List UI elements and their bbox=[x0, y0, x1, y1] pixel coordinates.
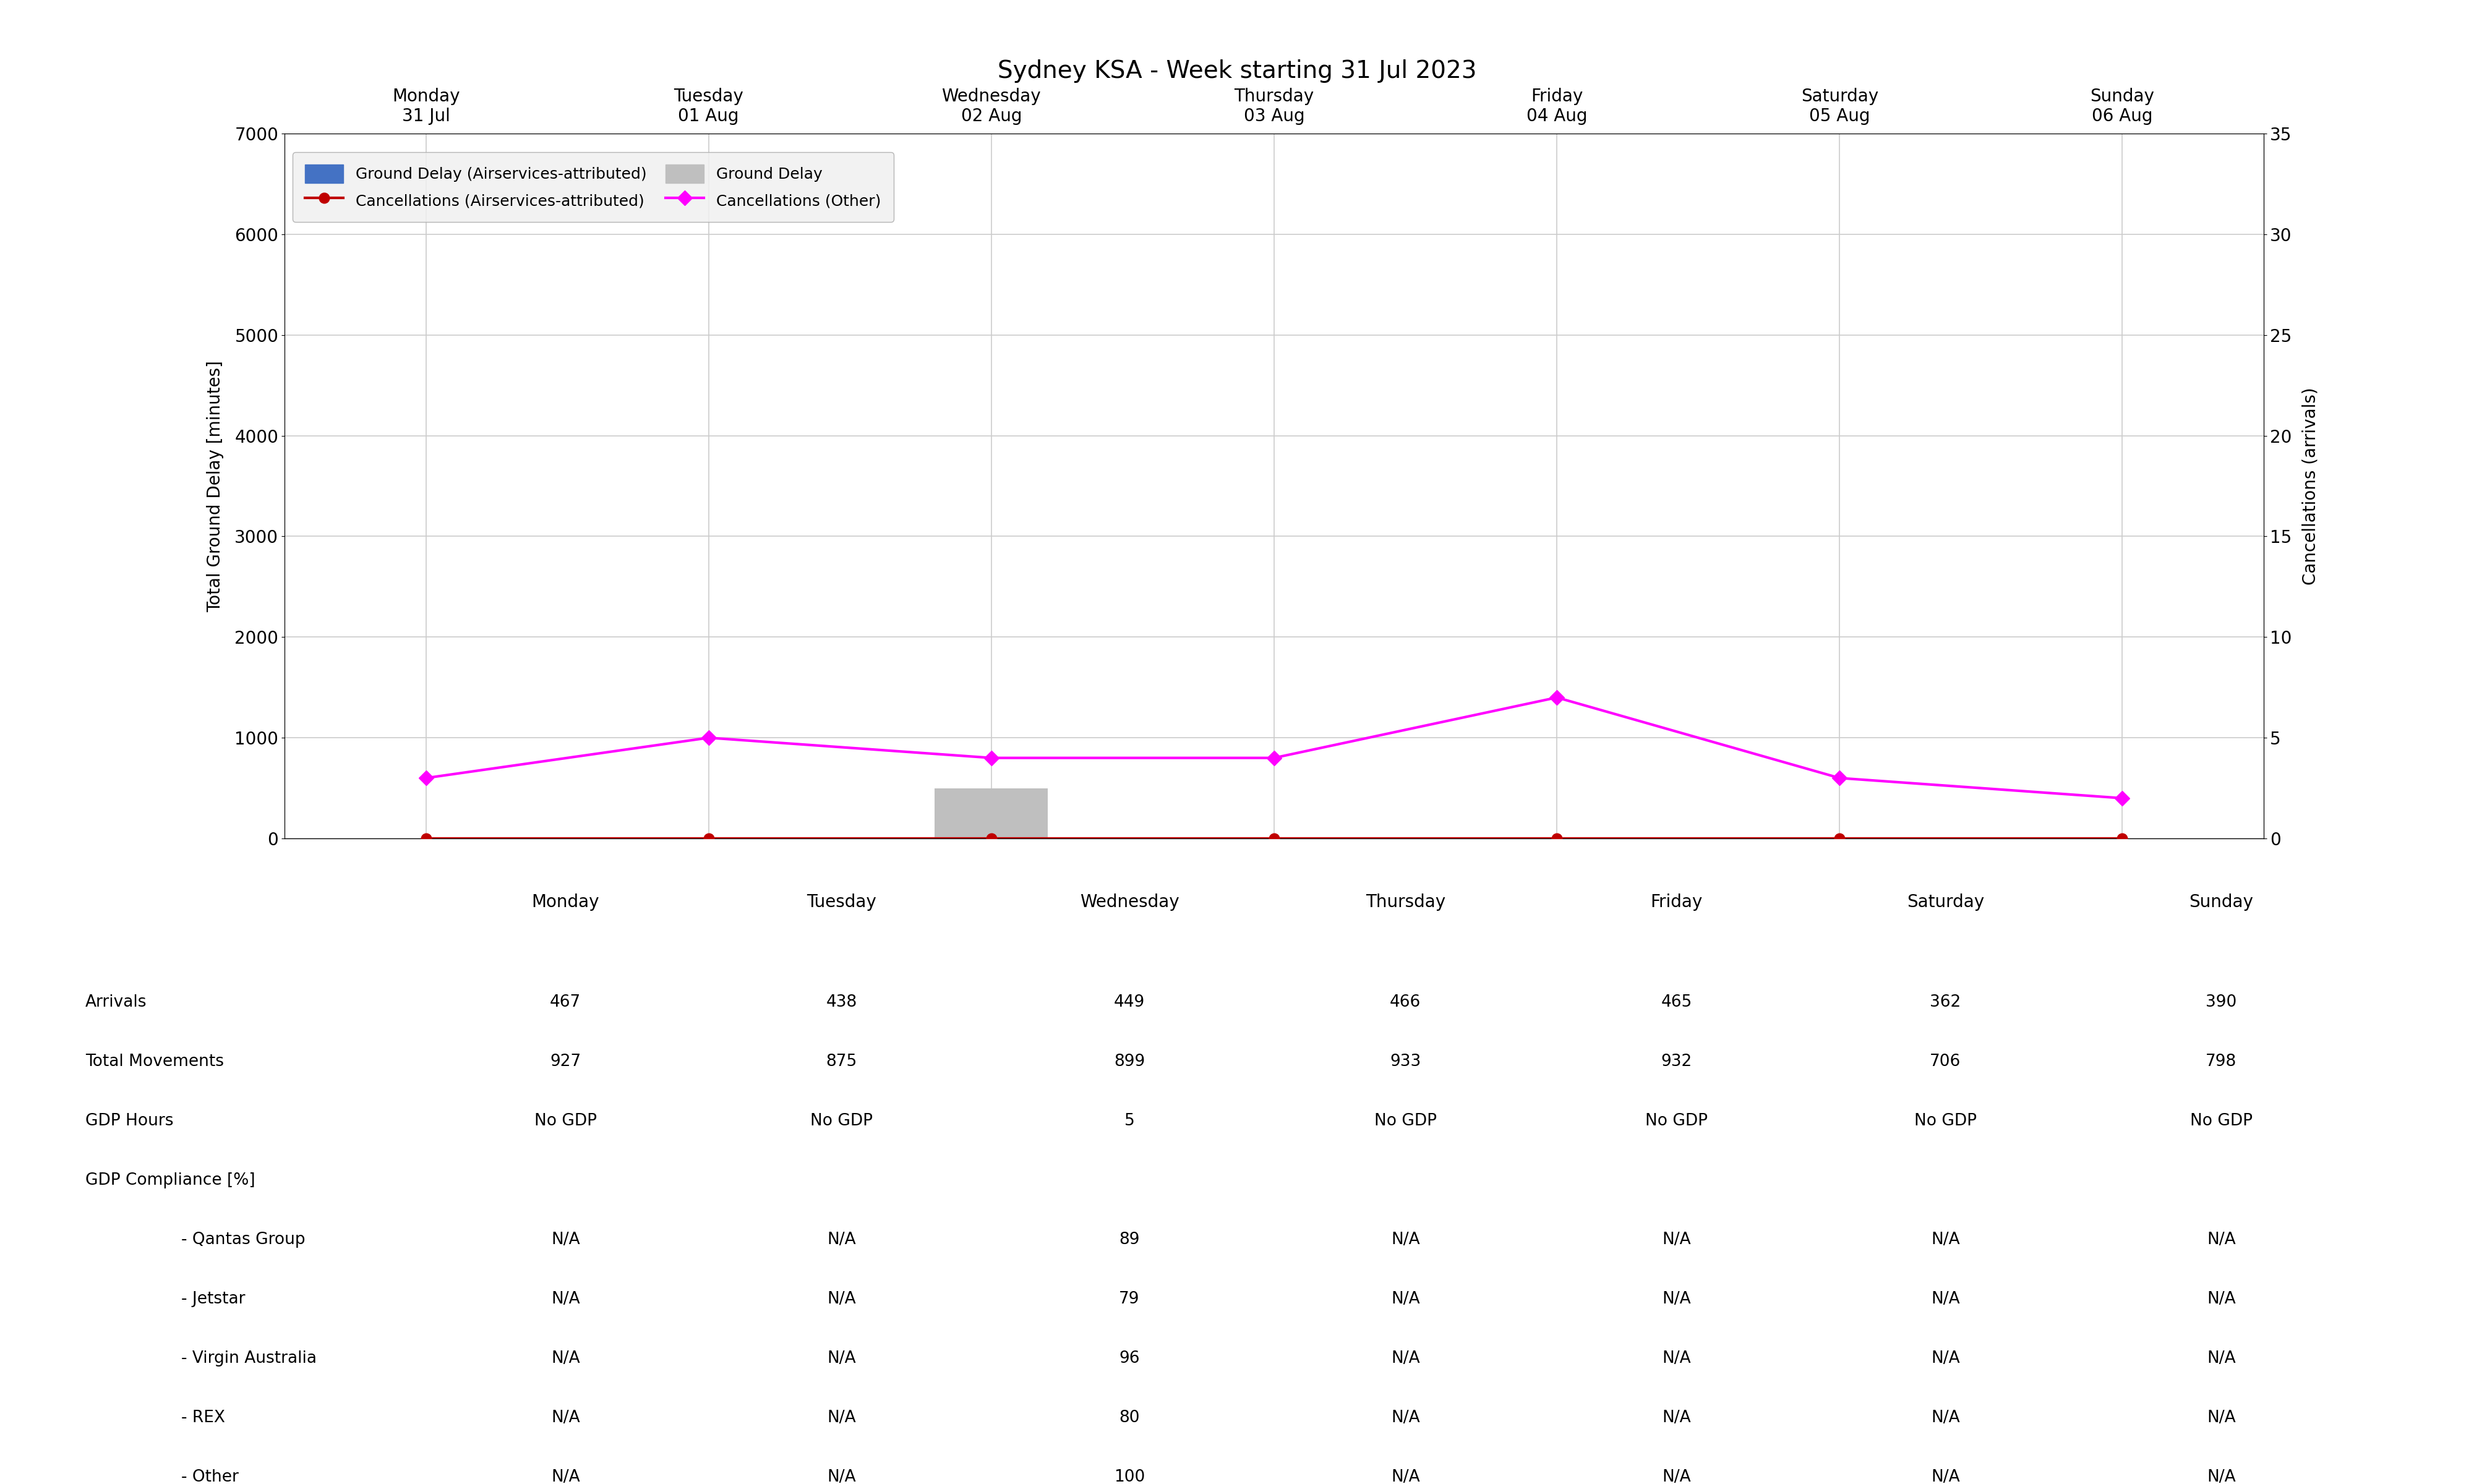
Cancellations (Other) bbox=[1826, 769, 1856, 787]
Text: N/A: N/A bbox=[1390, 1469, 1420, 1484]
Text: No GDP: No GDP bbox=[2189, 1113, 2251, 1129]
Text: No GDP: No GDP bbox=[1645, 1113, 1707, 1129]
Text: - Jetstar: - Jetstar bbox=[181, 1291, 245, 1307]
Text: GDP Compliance [%]: GDP Compliance [%] bbox=[87, 1172, 255, 1189]
Text: Wednesday: Wednesday bbox=[1079, 893, 1180, 911]
Text: 449: 449 bbox=[1113, 994, 1145, 1011]
Text: - Virgin Australia: - Virgin Australia bbox=[181, 1350, 317, 1367]
Line: Cancellations (Airservices-attributed): Cancellations (Airservices-attributed) bbox=[421, 834, 2128, 843]
Text: Thursday: Thursday bbox=[1366, 893, 1445, 911]
Text: N/A: N/A bbox=[552, 1469, 579, 1484]
Text: N/A: N/A bbox=[2207, 1350, 2236, 1367]
Text: N/A: N/A bbox=[1930, 1410, 1959, 1426]
Y-axis label: Total Ground Delay [minutes]: Total Ground Delay [minutes] bbox=[208, 361, 225, 611]
Text: 875: 875 bbox=[826, 1054, 856, 1070]
Text: N/A: N/A bbox=[1390, 1410, 1420, 1426]
Cancellations (Airservices-attributed) bbox=[1826, 830, 1856, 847]
Text: N/A: N/A bbox=[1390, 1291, 1420, 1307]
Text: N/A: N/A bbox=[2207, 1232, 2236, 1248]
Text: Saturday: Saturday bbox=[1907, 893, 1984, 911]
Text: N/A: N/A bbox=[1663, 1291, 1690, 1307]
Text: N/A: N/A bbox=[1663, 1350, 1690, 1367]
Text: 466: 466 bbox=[1390, 994, 1420, 1011]
Text: - Qantas Group: - Qantas Group bbox=[181, 1232, 307, 1248]
Text: 80: 80 bbox=[1118, 1410, 1141, 1426]
Text: 79: 79 bbox=[1118, 1291, 1141, 1307]
Cancellations (Other) bbox=[977, 749, 1007, 767]
Text: 100: 100 bbox=[1113, 1469, 1145, 1484]
Text: N/A: N/A bbox=[2207, 1469, 2236, 1484]
Cancellations (Airservices-attributed) bbox=[411, 830, 440, 847]
Text: 933: 933 bbox=[1390, 1054, 1420, 1070]
Text: N/A: N/A bbox=[1390, 1350, 1420, 1367]
Text: No GDP: No GDP bbox=[534, 1113, 596, 1129]
Cancellations (Airservices-attributed) bbox=[1541, 830, 1571, 847]
Text: N/A: N/A bbox=[1930, 1291, 1959, 1307]
Legend: Ground Delay (Airservices-attributed), Cancellations (Airservices-attributed), G: Ground Delay (Airservices-attributed), C… bbox=[292, 151, 893, 223]
Cancellations (Other) bbox=[693, 729, 722, 746]
Text: Tuesday: Tuesday bbox=[807, 893, 876, 911]
Text: N/A: N/A bbox=[826, 1410, 856, 1426]
Text: N/A: N/A bbox=[552, 1232, 579, 1248]
Text: - REX: - REX bbox=[181, 1410, 225, 1426]
Text: N/A: N/A bbox=[1663, 1232, 1690, 1248]
Text: N/A: N/A bbox=[2207, 1291, 2236, 1307]
Text: N/A: N/A bbox=[2207, 1410, 2236, 1426]
Cancellations (Other) bbox=[2108, 789, 2138, 807]
Text: N/A: N/A bbox=[1663, 1410, 1690, 1426]
Text: Friday: Friday bbox=[1650, 893, 1702, 911]
Text: 89: 89 bbox=[1118, 1232, 1141, 1248]
Text: N/A: N/A bbox=[1930, 1469, 1959, 1484]
Cancellations (Airservices-attributed) bbox=[1259, 830, 1289, 847]
Text: N/A: N/A bbox=[552, 1291, 579, 1307]
Text: 467: 467 bbox=[549, 994, 581, 1011]
Text: 798: 798 bbox=[2207, 1054, 2236, 1070]
Text: - Other: - Other bbox=[181, 1469, 240, 1484]
Text: 390: 390 bbox=[2207, 994, 2236, 1011]
Text: No GDP: No GDP bbox=[809, 1113, 873, 1129]
Line: Cancellations (Other): Cancellations (Other) bbox=[421, 693, 2128, 803]
Text: 927: 927 bbox=[549, 1054, 581, 1070]
Text: 706: 706 bbox=[1930, 1054, 1962, 1070]
Text: Total Movements: Total Movements bbox=[87, 1054, 225, 1070]
Text: N/A: N/A bbox=[826, 1469, 856, 1484]
Cancellations (Other) bbox=[1541, 689, 1571, 706]
Text: N/A: N/A bbox=[826, 1350, 856, 1367]
Text: GDP Hours: GDP Hours bbox=[87, 1113, 173, 1129]
Text: N/A: N/A bbox=[826, 1291, 856, 1307]
Text: N/A: N/A bbox=[1390, 1232, 1420, 1248]
Text: 5: 5 bbox=[1123, 1113, 1136, 1129]
Bar bbox=[935, 788, 1049, 838]
Text: 932: 932 bbox=[1660, 1054, 1692, 1070]
Text: N/A: N/A bbox=[1930, 1232, 1959, 1248]
Text: 465: 465 bbox=[1660, 994, 1692, 1011]
Text: 899: 899 bbox=[1113, 1054, 1145, 1070]
Text: No GDP: No GDP bbox=[1915, 1113, 1977, 1129]
Cancellations (Other) bbox=[1259, 749, 1289, 767]
Text: No GDP: No GDP bbox=[1373, 1113, 1437, 1129]
Text: Monday: Monday bbox=[532, 893, 599, 911]
Text: Arrivals: Arrivals bbox=[87, 994, 146, 1011]
Text: Sunday: Sunday bbox=[2189, 893, 2254, 911]
Y-axis label: Cancellations (arrivals): Cancellations (arrivals) bbox=[2301, 387, 2318, 585]
Text: Sydney KSA - Week starting 31 Jul 2023: Sydney KSA - Week starting 31 Jul 2023 bbox=[997, 59, 1477, 83]
Cancellations (Other) bbox=[411, 769, 440, 787]
Text: N/A: N/A bbox=[552, 1350, 579, 1367]
Text: N/A: N/A bbox=[1663, 1469, 1690, 1484]
Cancellations (Airservices-attributed) bbox=[2108, 830, 2138, 847]
Text: N/A: N/A bbox=[826, 1232, 856, 1248]
Text: N/A: N/A bbox=[1930, 1350, 1959, 1367]
Text: 438: 438 bbox=[826, 994, 856, 1011]
Cancellations (Airservices-attributed) bbox=[977, 830, 1007, 847]
Text: 362: 362 bbox=[1930, 994, 1962, 1011]
Cancellations (Airservices-attributed) bbox=[693, 830, 722, 847]
Text: N/A: N/A bbox=[552, 1410, 579, 1426]
Text: 96: 96 bbox=[1118, 1350, 1141, 1367]
